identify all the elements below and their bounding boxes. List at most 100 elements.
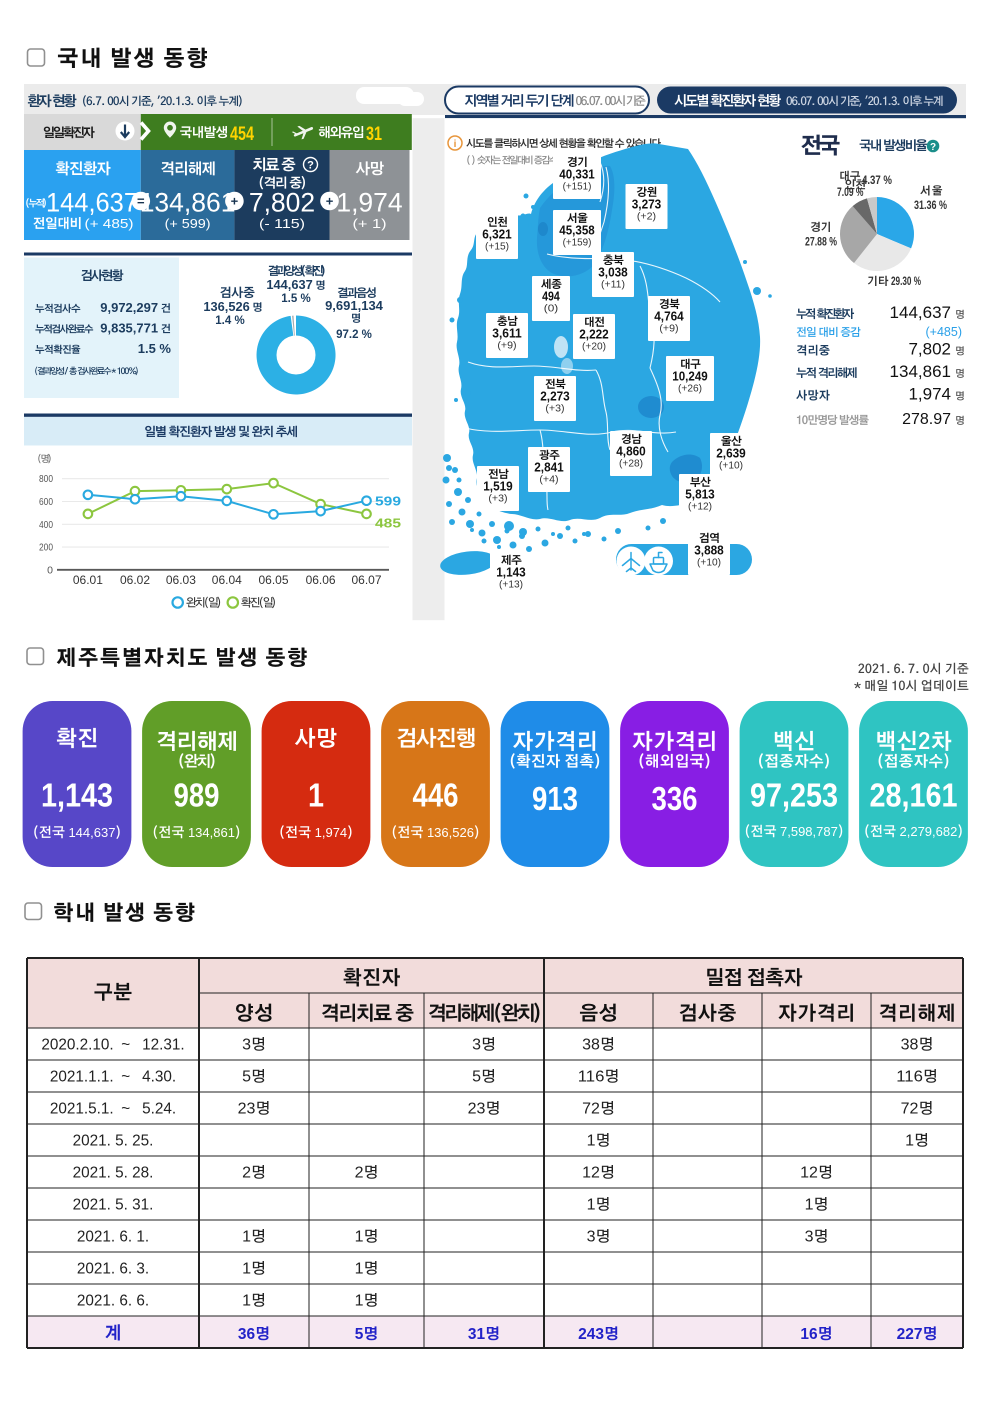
svg-text:38: 38 (901, 1037, 919, 1054)
svg-text:1: 1 (355, 1261, 364, 1278)
svg-text:0: 0 (47, 564, 53, 576)
svg-text:27.88 %: 27.88 % (805, 237, 837, 249)
svg-text:(+ 1): (+ 1) (353, 216, 387, 231)
svg-text:23: 23 (468, 1101, 486, 1118)
svg-text:9,691,134: 9,691,134 (325, 298, 384, 313)
svg-text:336: 336 (652, 780, 698, 817)
svg-text:144,637: 144,637 (46, 188, 138, 218)
svg-text:3,273: 3,273 (632, 197, 662, 212)
svg-text:?: ? (307, 160, 314, 172)
svg-text:4.37 %: 4.37 % (862, 175, 892, 187)
svg-text:2021.1.1. ~ 4.30.: 2021.1.1. ~ 4.30. (50, 1069, 176, 1086)
svg-text:599: 599 (375, 494, 401, 509)
svg-text:454: 454 (230, 124, 254, 145)
svg-text:2,222: 2,222 (579, 327, 609, 342)
svg-text:2,841: 2,841 (534, 460, 564, 475)
svg-text:06.03: 06.03 (166, 575, 196, 587)
svg-text:1.5 %: 1.5 % (281, 293, 310, 305)
svg-text:(+4): (+4) (539, 474, 558, 486)
svg-text:06.06: 06.06 (306, 575, 336, 587)
svg-text:31: 31 (366, 124, 382, 145)
svg-text:1: 1 (355, 1229, 364, 1246)
svg-text:1.5 %: 1.5 % (138, 341, 172, 356)
svg-text:7,802: 7,802 (249, 188, 315, 218)
svg-text:(+2): (+2) (637, 211, 656, 223)
svg-text:2,279,682: 2,279,682 (900, 824, 958, 839)
svg-text:5,813: 5,813 (685, 487, 715, 502)
svg-text:45,358: 45,358 (559, 223, 594, 238)
svg-text:06.05: 06.05 (259, 575, 289, 587)
svg-text:116: 116 (578, 1069, 605, 1086)
svg-text:(+26): (+26) (678, 383, 702, 395)
svg-text:494: 494 (542, 289, 560, 304)
svg-text:06.04: 06.04 (212, 575, 243, 587)
svg-text:36: 36 (238, 1326, 256, 1343)
svg-text:(- 115): (- 115) (259, 216, 305, 231)
svg-text:(+13): (+13) (499, 579, 523, 591)
svg-text:3,611: 3,611 (492, 326, 522, 341)
svg-text:(+9): (+9) (659, 323, 678, 335)
svg-text:(0): (0) (544, 303, 558, 315)
svg-text:144,637: 144,637 (68, 825, 115, 840)
svg-text:2020.2.10. ~ 12.31.: 2020.2.10. ~ 12.31. (41, 1037, 184, 1054)
svg-text:(+ 485): (+ 485) (85, 216, 134, 231)
svg-text:(+28): (+28) (619, 458, 643, 470)
svg-text:136,526: 136,526 (427, 825, 474, 840)
svg-text:(+20): (+20) (582, 341, 606, 353)
svg-text:06.01: 06.01 (73, 575, 103, 587)
svg-text:(+ 599): (+ 599) (165, 216, 211, 231)
svg-text:1: 1 (587, 1133, 596, 1150)
svg-text:134,861: 134,861 (140, 188, 236, 218)
svg-text:446: 446 (413, 777, 459, 814)
svg-text:1: 1 (355, 1293, 364, 1310)
svg-text:(+10): (+10) (719, 460, 743, 472)
svg-text:1,974: 1,974 (336, 188, 402, 218)
svg-text:?: ? (930, 142, 936, 153)
svg-text:2021. 5. 31.: 2021. 5. 31. (73, 1197, 154, 1214)
svg-text:2: 2 (355, 1165, 364, 1182)
svg-text:12: 12 (800, 1165, 818, 1182)
svg-text:989: 989 (174, 777, 220, 814)
svg-text:144,637: 144,637 (266, 277, 312, 292)
svg-text:4,860: 4,860 (616, 444, 646, 459)
svg-text:1: 1 (905, 1133, 914, 1150)
svg-text:2021. 6. 1.: 2021. 6. 1. (77, 1229, 149, 1246)
svg-text:i: i (454, 139, 457, 150)
svg-text:7.09 %: 7.09 % (837, 187, 864, 199)
svg-text:5: 5 (472, 1069, 481, 1086)
svg-text:9,972,297: 9,972,297 (100, 300, 158, 315)
svg-text:(+9): (+9) (497, 340, 516, 352)
svg-text:600: 600 (39, 496, 53, 508)
svg-text:31.36 %: 31.36 % (914, 200, 947, 212)
svg-text:31: 31 (468, 1326, 486, 1343)
svg-text:28,161: 28,161 (870, 777, 958, 814)
svg-text:2,273: 2,273 (540, 389, 570, 404)
svg-text:2021. 6. 6.: 2021. 6. 6. (77, 1293, 149, 1310)
svg-text:1: 1 (242, 1229, 251, 1246)
svg-text:16: 16 (800, 1326, 818, 1343)
svg-text:3,888: 3,888 (694, 543, 724, 558)
svg-text:2021. 5. 28.: 2021. 5. 28. (73, 1165, 154, 1182)
svg-text:7,802: 7,802 (908, 340, 951, 359)
svg-text:136,526: 136,526 (203, 299, 249, 314)
svg-text:(+11): (+11) (601, 279, 625, 291)
svg-text:2021. 6. 3.: 2021. 6. 3. (77, 1261, 149, 1278)
svg-text:=: = (137, 194, 145, 209)
svg-text:29.30 %: 29.30 % (891, 276, 921, 288)
svg-text:(+10): (+10) (697, 557, 721, 569)
svg-text:(+151): (+151) (563, 181, 592, 193)
svg-text:1,143: 1,143 (496, 565, 526, 580)
svg-text:200: 200 (39, 542, 53, 554)
svg-text:(+485): (+485) (926, 325, 962, 339)
svg-text:1,519: 1,519 (483, 479, 513, 494)
svg-text:278.97: 278.97 (902, 411, 951, 428)
svg-text:+: + (231, 194, 239, 209)
svg-text:1: 1 (242, 1293, 251, 1310)
svg-text:6,321: 6,321 (482, 227, 512, 242)
svg-text:227: 227 (897, 1326, 923, 1343)
svg-text:134,861: 134,861 (890, 362, 951, 381)
svg-text:116: 116 (896, 1069, 923, 1086)
svg-text:1: 1 (242, 1261, 251, 1278)
svg-text:+: + (326, 194, 334, 209)
svg-text:06.02: 06.02 (120, 575, 150, 587)
